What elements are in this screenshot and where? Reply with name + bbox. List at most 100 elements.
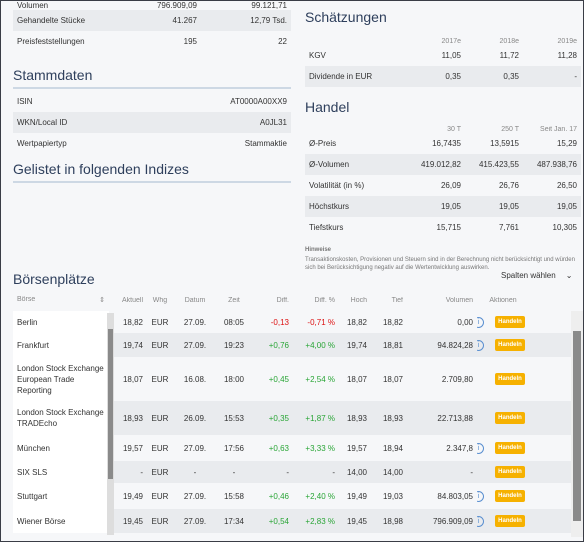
- scrollbar-thumb[interactable]: [573, 331, 581, 521]
- low: 18,81: [382, 340, 403, 350]
- diff-percent: +1,87 %: [305, 413, 335, 423]
- price-current: 19,57: [122, 443, 143, 453]
- trade-button[interactable]: Handeln: [495, 490, 525, 502]
- price-current: 18,07: [122, 374, 143, 384]
- date: -: [193, 467, 197, 477]
- trade-button[interactable]: Handeln: [495, 373, 525, 385]
- exchange-name[interactable]: Stuttgart: [13, 483, 109, 509]
- info-icon[interactable]: i: [477, 316, 484, 328]
- col-header[interactable]: Hoch: [350, 296, 367, 304]
- exchange-row[interactable]: Berlin 18,82 EUR 27.09. 08:05 -0,13 -0,71 % 18,…: [13, 311, 573, 333]
- col-header[interactable]: Diff. %: [314, 296, 336, 304]
- schaetzungen-value: 11,28: [557, 51, 577, 60]
- handel-label: Höchstkurs: [309, 202, 350, 211]
- info-icon[interactable]: i: [477, 515, 484, 527]
- exchange-name[interactable]: München: [13, 435, 109, 461]
- indizes-section: Gelistet in folgenden Indizes: [13, 161, 291, 183]
- volume: 84.803,05: [437, 491, 473, 501]
- summary-value-1: 41.267: [172, 16, 197, 25]
- summary-value-2: 99.121,71: [251, 1, 287, 10]
- date: 27.09.: [183, 443, 207, 453]
- currency: EUR: [151, 413, 169, 423]
- col-header[interactable]: Datum: [184, 296, 206, 304]
- low: 18,07: [382, 374, 403, 384]
- exchange-name[interactable]: Wiener Börse: [13, 509, 109, 533]
- high: 18,93: [346, 413, 367, 423]
- schaetzungen-row: KGV 11,05 11,72 11,28: [305, 45, 581, 66]
- info-icon[interactable]: i: [477, 442, 484, 454]
- price-current: -: [140, 467, 143, 477]
- schaetzungen-col-header: 2019e: [557, 38, 577, 45]
- stammdaten-label: ISIN: [17, 97, 33, 106]
- exchange-row[interactable]: London Stock Exchange TRADEcho 18,93 EUR 26…: [13, 401, 573, 435]
- summary-row: Preisfeststellungen 195 22: [13, 31, 291, 52]
- handel-value: 415.423,55: [478, 160, 519, 169]
- summary-label: Volumen: [17, 1, 49, 10]
- col-header[interactable]: Aktionen: [489, 296, 517, 304]
- trade-button[interactable]: Handeln: [495, 466, 525, 478]
- handel-label: Tiefstkurs: [309, 223, 344, 232]
- volume: 0,00: [457, 317, 473, 327]
- sort-icon[interactable]: ⇕: [99, 297, 105, 304]
- trade-button[interactable]: Handeln: [495, 515, 525, 527]
- exchange-row[interactable]: London Stock Exchange European Trade Rep…: [13, 357, 573, 401]
- col-header[interactable]: Diff.: [276, 296, 289, 304]
- summary-value-1: 796.909,09: [156, 1, 197, 10]
- exchange-list-scrollbar[interactable]: [107, 313, 114, 535]
- info-icon[interactable]: i: [477, 339, 484, 351]
- trade-button[interactable]: Handeln: [495, 412, 525, 424]
- time: 15:58: [223, 491, 245, 501]
- trade-button[interactable]: Handeln: [495, 442, 525, 454]
- time: 17:34: [223, 516, 245, 526]
- schaetzungen-value: -: [574, 72, 577, 81]
- exchange-name[interactable]: SIX SLS: [13, 461, 109, 483]
- hint-title: Hinweise: [305, 247, 332, 253]
- diff: -: [286, 467, 289, 477]
- actions-cell: i Handeln: [477, 490, 529, 502]
- exchange-row[interactable]: Frankfurt 19,74 EUR 27.09. 19:23 +0,76 +4,00 %…: [13, 333, 573, 357]
- exchange-row[interactable]: Stuttgart 19,49 EUR 27.09. 15:58 +0,46 +2,40 %…: [13, 483, 573, 509]
- stammdaten-row: Wertpapiertyp Stammaktie: [13, 133, 291, 154]
- scrollbar-thumb[interactable]: [108, 329, 113, 479]
- currency: EUR: [151, 467, 169, 477]
- trade-button[interactable]: Handeln: [495, 339, 525, 351]
- price-current: 19,49: [122, 491, 143, 501]
- volume: 2.709,80: [441, 374, 473, 384]
- col-header[interactable]: Zeit: [228, 296, 240, 304]
- col-header[interactable]: Aktuell: [121, 296, 143, 304]
- low: 18,82: [382, 317, 403, 327]
- exchange-name[interactable]: Berlin: [13, 311, 109, 333]
- stammdaten-label: WKN/Local ID: [17, 118, 68, 127]
- diff: +0,63: [268, 443, 289, 453]
- handel-value: 15,715: [436, 223, 461, 232]
- col-header[interactable]: Whg: [152, 296, 168, 304]
- trade-button[interactable]: Handeln: [495, 316, 525, 328]
- table-scrollbar[interactable]: [571, 311, 583, 537]
- schaetzungen-title: Schätzungen: [305, 9, 387, 25]
- columns-select-label: Spalten wählen: [501, 271, 556, 280]
- info-icon[interactable]: i: [477, 490, 484, 502]
- low: 19,03: [382, 491, 403, 501]
- exchange-name[interactable]: London Stock Exchange TRADEcho: [13, 401, 109, 435]
- volume: 2.347,8: [446, 443, 473, 453]
- exchange-name[interactable]: Frankfurt: [13, 333, 109, 357]
- stammdaten-value: A0JL31: [259, 118, 287, 127]
- handel-value: 26,50: [556, 181, 577, 190]
- col-header[interactable]: Volumen: [445, 296, 473, 304]
- high: 18,82: [346, 317, 367, 327]
- col-header[interactable]: Tief: [391, 296, 403, 304]
- time: 17:56: [223, 443, 245, 453]
- exchange-name[interactable]: London Stock Exchange European Trade Rep…: [13, 357, 109, 401]
- exchange-row[interactable]: Wiener Börse 19,45 EUR 27.09. 17:34 +0,54 +2,8…: [13, 509, 573, 533]
- volume: 22.713,88: [437, 413, 473, 423]
- exchange-row[interactable]: München 19,57 EUR 27.09. 17:56 +0,63 +3,33 % 19…: [13, 435, 573, 461]
- boersen-section: Börsenplätze Spalten wählen ⌄: [13, 271, 583, 287]
- handel-value: 19,05: [556, 202, 577, 211]
- handel-value: 7,761: [498, 223, 519, 232]
- diff: +0,45: [268, 374, 289, 384]
- col-header[interactable]: Börse ⇕: [17, 296, 105, 304]
- schaetzungen-value: 0,35: [445, 72, 461, 81]
- columns-select[interactable]: Spalten wählen ⌄: [501, 271, 572, 280]
- handel-value: 16,7435: [432, 139, 461, 148]
